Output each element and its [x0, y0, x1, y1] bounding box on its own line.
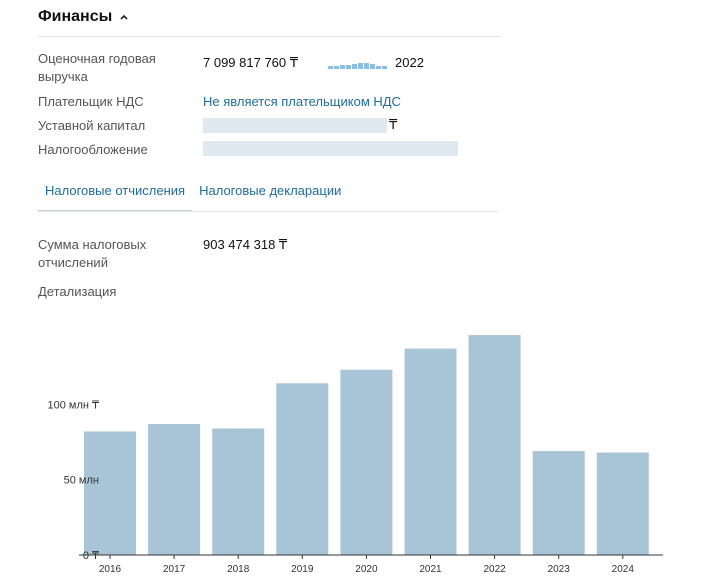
y-tick-label: 50 млн	[64, 475, 99, 487]
finance-section-header[interactable]: Финансы	[38, 8, 130, 26]
capital-label: Уставной капитал	[38, 118, 146, 133]
sparkline-bar	[382, 66, 387, 69]
chart-bar[interactable]	[596, 452, 649, 555]
tab-tax-payments[interactable]: Налоговые отчисления	[38, 183, 193, 212]
tax-sum-label: Сумма налоговых отчислений	[38, 237, 147, 270]
taxation-label: Налогообложение	[38, 142, 148, 157]
capital-masked-value[interactable]	[203, 118, 387, 133]
chart-bar[interactable]	[84, 431, 136, 555]
tax-payments-bar-chart: 2016 2017 2018 2019 2020 2021 2022 2023 2024 0 ₸ 5…	[47, 335, 663, 575]
details-label: Детализация	[38, 284, 117, 299]
x-tick-label: 2017	[163, 564, 186, 575]
x-tick-label: 2023	[548, 564, 571, 575]
vat-label: Плательщик НДС	[38, 94, 144, 109]
section-title: Финансы	[38, 8, 113, 25]
sparkline-bar	[328, 66, 333, 69]
tabs-divider	[38, 211, 498, 212]
x-tick-label: 2016	[99, 564, 122, 575]
x-tick-label: 2022	[483, 564, 506, 575]
tab-tax-declarations[interactable]: Налоговые декларации	[199, 183, 342, 198]
revenue-value: 7 099 817 760 ₸	[203, 55, 299, 70]
sparkline-bar	[340, 65, 345, 69]
capital-currency: ₸	[389, 117, 398, 132]
x-tick-label: 2021	[419, 564, 442, 575]
sparkline-bar	[376, 66, 381, 69]
y-tick-label: 0 ₸	[83, 550, 99, 562]
y-tick-label: 100 млн ₸	[47, 399, 99, 411]
chart-bar[interactable]	[148, 423, 201, 555]
chart-bar[interactable]	[404, 348, 457, 555]
sparkline-bar	[364, 63, 369, 69]
chart-bar[interactable]	[276, 383, 329, 555]
x-tick-label: 2020	[355, 564, 378, 575]
chart-bar[interactable]	[212, 428, 265, 555]
sparkline-bar	[346, 65, 351, 69]
sparkline-bar	[358, 63, 363, 69]
chart-bar[interactable]	[532, 451, 585, 555]
sparkline-bar	[370, 64, 375, 69]
chevron-up-icon	[120, 14, 128, 20]
chart-bar[interactable]	[468, 335, 521, 555]
chart-bar[interactable]	[340, 369, 393, 555]
sparkline-bar	[352, 64, 357, 69]
revenue-year: 2022	[395, 55, 424, 70]
tax-tabs: Налоговые отчисления Налоговые деклараци…	[38, 183, 348, 212]
x-tick-label: 2019	[291, 564, 314, 575]
x-tick-label: 2018	[227, 564, 250, 575]
vat-status-link[interactable]: Не является плательщиком НДС	[203, 94, 401, 109]
header-divider	[38, 36, 500, 37]
tax-sum-value: 903 474 318 ₸	[203, 237, 288, 252]
revenue-label: Оценочная годовая выручка	[38, 51, 156, 84]
sparkline-bar	[334, 66, 339, 69]
x-tick-label: 2024	[612, 564, 635, 575]
taxation-masked-value[interactable]	[203, 141, 458, 156]
revenue-trend-sparkline[interactable]	[328, 61, 387, 69]
